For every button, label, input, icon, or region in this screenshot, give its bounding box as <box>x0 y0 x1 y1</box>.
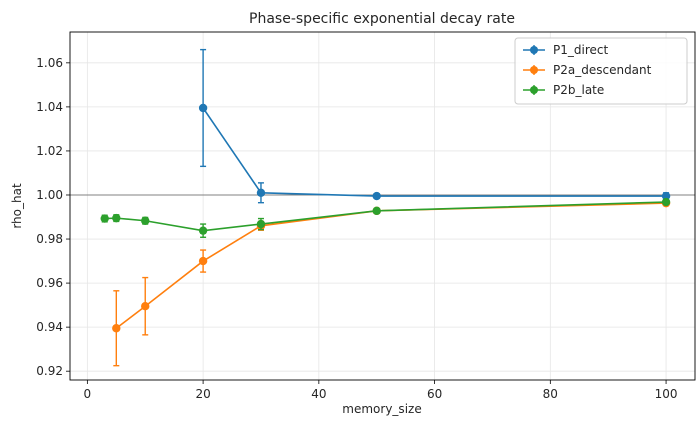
y-tick-label: 0.96 <box>36 276 63 290</box>
data-point <box>198 256 208 266</box>
legend: P1_direct P2a_descendant P2b_late <box>514 37 688 105</box>
legend-label: P2b_late <box>553 83 604 97</box>
data-point <box>141 302 150 311</box>
data-point <box>112 324 121 333</box>
plot-frame <box>69 31 696 381</box>
x-tick-label: 40 <box>311 387 326 401</box>
y-tick-label: 0.98 <box>36 232 63 246</box>
plot-area <box>100 48 671 367</box>
legend-box <box>514 37 688 105</box>
y-tick-label: 1.04 <box>36 100 63 114</box>
legend-label: P1_direct <box>553 43 608 57</box>
data-point <box>100 214 109 223</box>
data-point <box>256 219 266 229</box>
legend-marker <box>530 46 538 54</box>
legend-marker <box>530 66 538 74</box>
series-line <box>115 202 667 329</box>
legend-label: P2a_descendant <box>553 63 652 77</box>
data-point <box>661 191 671 201</box>
y-tick-label: 1.06 <box>36 56 63 70</box>
x-tick-label: 100 <box>655 387 678 401</box>
y-tick-label: 1.00 <box>36 188 63 202</box>
y-axis: 0.92 0.94 0.96 0.98 1.00 1.02 1.04 1.06 <box>36 56 70 378</box>
legend-entry: P2b_late <box>523 83 604 97</box>
series-line <box>104 201 667 232</box>
y-axis-label: rho_hat <box>10 183 24 229</box>
y-tick-label: 0.94 <box>36 320 63 334</box>
data-point <box>141 216 150 225</box>
x-axis-label: memory_size <box>342 402 421 416</box>
legend-marker <box>530 86 538 94</box>
x-tick-label: 60 <box>427 387 442 401</box>
data-point <box>112 213 121 223</box>
data-point <box>372 206 381 216</box>
data-point <box>198 103 208 113</box>
x-tick-label: 80 <box>543 387 558 401</box>
chart-title: Phase-specific exponential decay rate <box>249 11 515 27</box>
series-P1_direct <box>198 48 671 204</box>
legend-entry: P1_direct <box>523 43 608 57</box>
series-P2a_descendant <box>112 198 671 367</box>
data-point <box>256 188 266 197</box>
legend-entry: P2a_descendant <box>523 63 652 77</box>
series-line <box>202 107 667 197</box>
x-tick-label: 20 <box>195 387 210 401</box>
series-P2b_late <box>100 197 671 238</box>
y-tick-label: 0.92 <box>36 364 63 378</box>
data-point <box>198 226 208 235</box>
x-tick-label: 0 <box>84 387 92 401</box>
x-axis: 0 20 40 60 80 100 <box>84 380 678 401</box>
y-tick-label: 1.02 <box>36 144 63 158</box>
data-point <box>661 197 671 207</box>
data-point <box>372 191 381 201</box>
